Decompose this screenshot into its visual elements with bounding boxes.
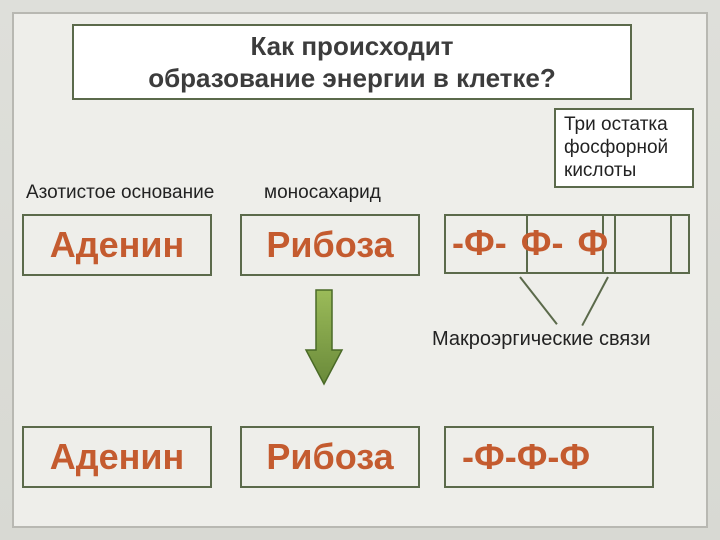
title-line: Как происходитобразование энергии в клет… (148, 31, 556, 94)
box-ribose-bottom: Рибоза (240, 426, 420, 488)
box-phosphate-inner-2 (614, 214, 672, 274)
title-text: Как происходитобразование энергии в клет… (148, 30, 556, 95)
ribose-text-2: Рибоза (266, 436, 393, 478)
pf-p-2: Ф (521, 222, 552, 264)
pf-dash-1: - (452, 222, 464, 264)
label-monosaccharide: моносахарид (264, 182, 381, 204)
pf-p-3: Ф (577, 222, 608, 264)
box-adenine-bottom: Аденин (22, 426, 212, 488)
phosphate-bottom-text: -Ф-Ф-Ф (462, 436, 590, 478)
pf-dash-2: - (495, 222, 507, 264)
title-box: Как происходитобразование энергии в клет… (72, 24, 632, 100)
adenine-text-2: Аденин (50, 436, 185, 478)
ribose-text-1: Рибоза (266, 224, 393, 266)
pf-p-1: Ф (464, 222, 495, 264)
label-phosphate-desc: Три остатка фосфорной кислоты (554, 108, 694, 188)
box-ribose-top: Рибоза (240, 214, 420, 276)
connector-line-2 (581, 277, 609, 327)
connector-line-1 (519, 276, 558, 325)
arrow-down-icon (304, 288, 344, 386)
adenine-text-1: Аденин (50, 224, 185, 266)
phosphate-chain-top: - Ф - Ф - Ф (452, 222, 608, 264)
slide-frame: Как происходитобразование энергии в клет… (12, 12, 708, 528)
pf-dash-3: - (551, 222, 563, 264)
box-phosphate-bottom: -Ф-Ф-Ф (444, 426, 654, 488)
box-adenine-top: Аденин (22, 214, 212, 276)
phosphate-desc-text: Три остатка фосфорной кислоты (564, 114, 668, 181)
label-nitro-base: Азотистое основание (26, 182, 214, 204)
label-macroergic: Макроэргические связи (432, 328, 651, 351)
